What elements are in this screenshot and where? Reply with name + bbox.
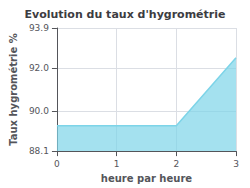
svg-text:92.0: 92.0	[29, 63, 49, 73]
svg-text:1: 1	[114, 159, 120, 169]
svg-text:90.0: 90.0	[29, 106, 49, 116]
svg-text:Evolution du taux d'hygrométri: Evolution du taux d'hygrométrie	[25, 8, 226, 21]
svg-text:3: 3	[233, 159, 239, 169]
svg-text:2: 2	[173, 159, 179, 169]
svg-text:88.1: 88.1	[29, 146, 49, 156]
svg-text:Taux hygrométrie %: Taux hygrométrie %	[8, 33, 19, 146]
svg-text:93.9: 93.9	[29, 23, 49, 33]
svg-text:heure par heure: heure par heure	[101, 173, 192, 184]
svg-text:0: 0	[54, 159, 60, 169]
